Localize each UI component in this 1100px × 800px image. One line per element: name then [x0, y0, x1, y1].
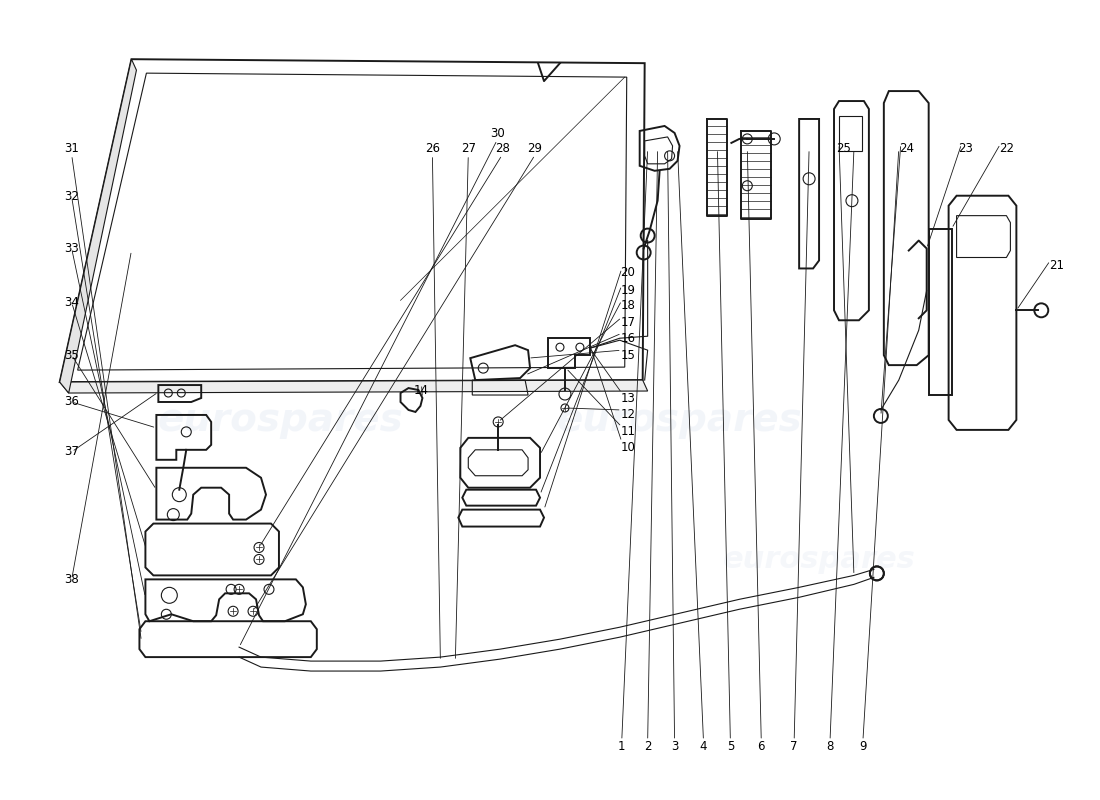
- Text: 4: 4: [700, 740, 707, 754]
- Text: eurospares: eurospares: [723, 545, 915, 574]
- Text: 2: 2: [644, 740, 651, 754]
- Text: 25: 25: [836, 142, 851, 155]
- Text: eurospares: eurospares: [557, 401, 802, 439]
- Text: 31: 31: [64, 142, 79, 155]
- Text: 27: 27: [461, 142, 476, 155]
- Text: eurospares: eurospares: [158, 401, 404, 439]
- Text: 22: 22: [999, 142, 1014, 155]
- Text: 33: 33: [64, 242, 79, 255]
- Text: 24: 24: [900, 142, 914, 155]
- Text: 30: 30: [490, 127, 505, 141]
- Text: 21: 21: [1048, 259, 1064, 272]
- Text: 5: 5: [727, 740, 734, 754]
- Text: 23: 23: [958, 142, 974, 155]
- Text: 6: 6: [758, 740, 764, 754]
- Text: 16: 16: [620, 332, 635, 345]
- Text: 37: 37: [64, 446, 79, 458]
- Text: 8: 8: [826, 740, 834, 754]
- Text: 38: 38: [64, 573, 79, 586]
- Text: 14: 14: [414, 383, 429, 397]
- Text: 7: 7: [791, 740, 798, 754]
- Text: 12: 12: [620, 409, 635, 422]
- Text: 1: 1: [618, 740, 626, 754]
- Text: 9: 9: [859, 740, 867, 754]
- Text: 15: 15: [620, 349, 635, 362]
- Text: 26: 26: [425, 142, 440, 155]
- Polygon shape: [59, 59, 136, 393]
- Text: 18: 18: [620, 299, 635, 312]
- Text: 29: 29: [528, 142, 542, 155]
- Text: 34: 34: [64, 296, 79, 309]
- Text: 28: 28: [495, 142, 509, 155]
- Text: 20: 20: [620, 266, 635, 279]
- Text: 10: 10: [620, 442, 635, 454]
- Text: 13: 13: [620, 391, 635, 405]
- Text: 35: 35: [64, 349, 79, 362]
- Text: 36: 36: [64, 395, 79, 409]
- Text: 17: 17: [620, 316, 635, 329]
- Text: 3: 3: [671, 740, 679, 754]
- Text: 11: 11: [620, 426, 635, 438]
- Polygon shape: [59, 380, 648, 393]
- Text: 32: 32: [64, 190, 79, 203]
- Text: 19: 19: [620, 284, 635, 297]
